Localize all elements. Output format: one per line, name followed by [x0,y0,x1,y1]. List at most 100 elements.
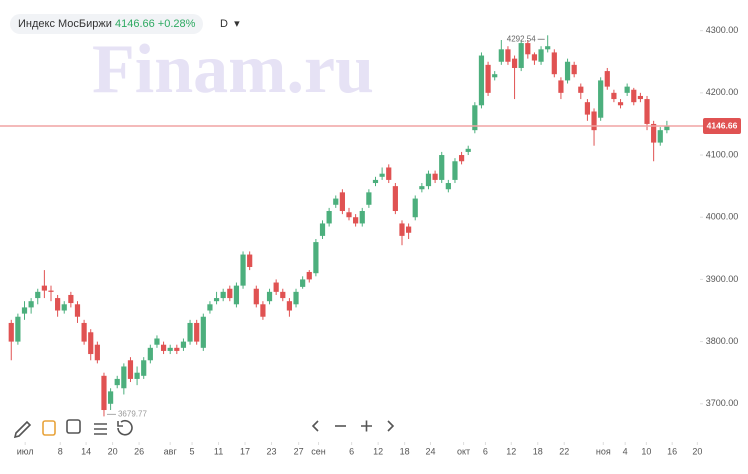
x-tick-label: 27 [294,446,304,456]
x-tick-label: окт [457,446,470,456]
candle-body [160,344,167,351]
candle-body [194,322,200,342]
candle-body [651,123,657,143]
candle-body [346,212,352,218]
last-price-tag [703,118,741,135]
candle-body [74,304,81,317]
add-indicator-icon[interactable] [66,419,81,434]
candle-body [319,223,326,236]
candle-body [624,86,630,93]
candle-body [644,99,650,124]
x-tick-label: 10 [641,446,651,456]
candle-body [465,148,471,152]
candle-body [353,217,359,224]
candle-body [598,80,604,118]
candle-body [432,173,438,180]
x-tick-label: авг [164,446,178,456]
candle-body [439,155,445,180]
candle-body [167,347,173,351]
y-tick-label: 3900.00 [706,274,739,284]
x-tick-label: 24 [425,446,435,456]
candle-body [551,52,557,75]
candle-body [591,111,597,131]
candle-body [107,391,114,404]
x-tick-label: 20 [108,446,118,456]
candle-body [306,271,312,280]
candle-body [392,186,398,212]
candle-body [472,105,478,131]
x-tick-label: 4 [623,446,628,456]
x-tick-label: 12 [373,446,383,456]
y-tick-label: 4100.00 [706,149,739,159]
x-tick-label: сен [311,446,326,456]
settings-icon[interactable] [94,423,107,435]
candle-body [293,291,299,305]
x-tick-label: 23 [267,446,277,456]
candle-body [545,46,551,50]
candle-body [134,372,140,379]
candle-body [21,307,28,314]
x-tick-label: 20 [692,446,702,456]
x-tick-label: 22 [559,446,569,456]
candle-body [61,304,67,311]
candle-body [15,316,21,342]
candle-body [88,332,94,355]
candle-body [313,242,319,274]
candle-body [657,130,663,143]
orders-icon[interactable] [42,420,56,436]
candle-body [220,291,226,299]
x-tick-label: 11 [214,446,223,456]
candle-body [41,285,47,291]
scroll-right[interactable] [387,420,395,432]
candle-body [68,294,74,304]
candle-body [505,49,511,62]
candle-body [147,347,153,361]
pencil-icon[interactable] [13,420,32,439]
candle-body [154,338,160,345]
scroll-left[interactable] [311,420,319,432]
candle-body [48,290,54,292]
x-tick-label: июл [17,446,34,456]
candle-body [114,378,120,386]
candle-body [260,304,266,317]
candle-body [617,102,624,106]
candle-body [127,360,134,379]
candle-body [399,223,405,236]
zoom-in[interactable] [361,420,372,432]
candle-body [379,173,385,177]
watermark: Finam.ru [92,31,374,108]
candle-body [485,64,491,93]
candle-body [664,126,670,131]
candle-body [174,347,180,351]
last-price: 4146.66 [114,18,155,30]
candle-body [458,155,465,162]
candle-body [247,254,253,267]
toolbar [13,419,395,439]
min-annotation: 3679.77 [118,409,147,418]
candle-body [8,322,14,342]
x-tick-label: 17 [240,446,250,456]
candle-body [425,173,432,187]
candle-body [571,64,577,75]
candle-body [584,102,591,115]
candle-body [511,58,518,68]
candle-body [419,186,425,190]
candle-body [101,375,107,411]
candle-body [94,344,100,361]
interval-selector[interactable]: D ▾ [220,18,240,30]
candle-body [121,366,127,389]
y-tick-label: 4000.00 [706,212,739,222]
x-tick-label: 26 [134,446,144,456]
candle-body [200,316,206,348]
candle-body [187,322,193,342]
candle-body [492,74,498,78]
undo-icon[interactable] [117,419,133,436]
candle-body [227,288,233,299]
x-tick-label: 6 [349,446,354,456]
candle-body [525,43,531,55]
candle-body [286,301,293,311]
candle-body [538,49,544,62]
candle-body [445,183,451,190]
